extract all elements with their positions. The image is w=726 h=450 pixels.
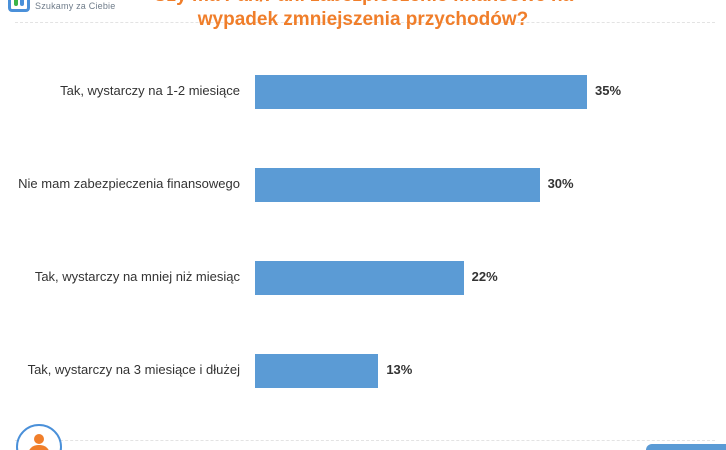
category-label: Tak, wystarczy na mniej niż miesiąc [34, 269, 240, 284]
logo-icon [8, 0, 30, 12]
bar [255, 261, 464, 295]
user-avatar-icon [16, 424, 62, 450]
chart-title-line-2: wypadek zmniejszenia przychodów? [197, 9, 529, 30]
corner-tab [646, 444, 726, 450]
footer-divider [15, 440, 715, 441]
chart-title-line-1: Czy ma Pan/Pani zabezpieczenie finansowe… [120, 0, 606, 8]
value-label: 30% [547, 176, 574, 191]
category-label: Tak, wystarczy na 1-2 miesiące [60, 83, 240, 98]
category-label: Nie mam zabezpieczenia finansowego [18, 176, 240, 191]
bar [255, 75, 587, 109]
category-label: Tak, wystarczy na 3 miesiące i dłużej [27, 362, 240, 377]
brand-tagline: Szukamy za Ciebie [35, 1, 116, 11]
value-label: 22% [471, 269, 498, 284]
value-label: 13% [386, 362, 413, 377]
chart-title: Czy ma Pan/Pani zabezpieczenie finansowe… [120, 0, 606, 32]
value-label: 35% [595, 83, 622, 98]
header-divider [15, 22, 715, 23]
bar [255, 168, 540, 202]
bar [255, 354, 379, 388]
